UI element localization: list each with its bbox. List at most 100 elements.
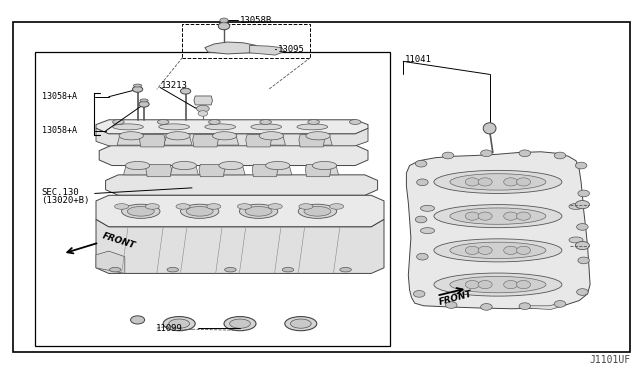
Ellipse shape (224, 317, 256, 331)
Polygon shape (264, 166, 292, 175)
Ellipse shape (220, 18, 228, 23)
Ellipse shape (434, 239, 562, 262)
Ellipse shape (450, 174, 546, 190)
Ellipse shape (113, 120, 124, 124)
Ellipse shape (340, 267, 351, 272)
Polygon shape (406, 152, 590, 309)
Ellipse shape (504, 280, 518, 289)
Ellipse shape (186, 206, 213, 216)
Ellipse shape (157, 120, 169, 124)
Ellipse shape (251, 124, 282, 130)
Ellipse shape (268, 204, 282, 209)
Ellipse shape (180, 204, 219, 218)
Ellipse shape (159, 124, 189, 130)
Ellipse shape (145, 204, 159, 209)
Ellipse shape (516, 280, 531, 289)
Bar (182, 24, 310, 58)
Polygon shape (96, 219, 384, 273)
Polygon shape (124, 166, 152, 175)
Ellipse shape (569, 203, 583, 209)
Polygon shape (146, 164, 172, 177)
Ellipse shape (209, 120, 220, 124)
Text: 11099: 11099 (156, 324, 182, 333)
Ellipse shape (417, 253, 428, 260)
Ellipse shape (465, 280, 479, 289)
Ellipse shape (260, 120, 271, 124)
Polygon shape (96, 251, 125, 273)
Ellipse shape (115, 204, 129, 209)
Ellipse shape (312, 161, 337, 170)
Ellipse shape (330, 204, 344, 209)
Polygon shape (217, 166, 245, 175)
Ellipse shape (575, 201, 589, 209)
Ellipse shape (483, 123, 496, 134)
Ellipse shape (417, 179, 428, 186)
Ellipse shape (516, 246, 531, 254)
Polygon shape (310, 166, 339, 175)
Text: 13095: 13095 (278, 45, 305, 54)
Ellipse shape (504, 246, 518, 254)
Bar (13, 22, 630, 352)
Ellipse shape (119, 132, 143, 140)
Ellipse shape (575, 162, 587, 169)
Ellipse shape (481, 304, 492, 310)
Ellipse shape (434, 170, 562, 193)
Ellipse shape (219, 161, 243, 170)
Ellipse shape (207, 204, 221, 209)
Text: FRONT: FRONT (438, 289, 474, 307)
Ellipse shape (478, 246, 492, 254)
Text: 13058B: 13058B (239, 16, 271, 25)
Ellipse shape (125, 161, 150, 170)
Ellipse shape (169, 319, 189, 328)
Ellipse shape (304, 206, 331, 216)
Ellipse shape (212, 132, 237, 140)
Ellipse shape (218, 22, 230, 30)
Polygon shape (250, 45, 285, 55)
Polygon shape (140, 135, 165, 147)
Polygon shape (106, 175, 378, 195)
Ellipse shape (237, 204, 252, 209)
Ellipse shape (131, 316, 145, 324)
Ellipse shape (519, 303, 531, 310)
Ellipse shape (180, 88, 191, 94)
Ellipse shape (291, 319, 311, 328)
Text: FRONT: FRONT (101, 231, 136, 251)
Polygon shape (96, 128, 368, 146)
Ellipse shape (420, 205, 435, 211)
Ellipse shape (132, 86, 143, 92)
Ellipse shape (554, 301, 566, 307)
Text: 13213: 13213 (161, 81, 188, 90)
Ellipse shape (230, 319, 250, 328)
Text: SEC.130: SEC.130 (42, 188, 79, 197)
Ellipse shape (577, 224, 588, 230)
Ellipse shape (127, 206, 154, 216)
Ellipse shape (569, 237, 583, 243)
Ellipse shape (349, 120, 361, 124)
Ellipse shape (297, 124, 328, 130)
Ellipse shape (450, 208, 546, 224)
Ellipse shape (239, 204, 278, 218)
Ellipse shape (282, 267, 294, 272)
Ellipse shape (465, 212, 479, 220)
Polygon shape (194, 96, 212, 105)
Ellipse shape (420, 228, 435, 234)
Ellipse shape (298, 204, 337, 218)
Ellipse shape (434, 273, 562, 296)
Ellipse shape (478, 212, 492, 220)
Ellipse shape (577, 289, 588, 295)
Polygon shape (170, 166, 198, 175)
Ellipse shape (166, 132, 190, 140)
Ellipse shape (478, 178, 492, 186)
Ellipse shape (516, 212, 531, 220)
Ellipse shape (445, 302, 457, 308)
Ellipse shape (575, 241, 589, 250)
Polygon shape (305, 164, 331, 177)
Ellipse shape (478, 280, 492, 289)
Ellipse shape (196, 105, 209, 112)
Ellipse shape (516, 178, 531, 186)
Ellipse shape (167, 267, 179, 272)
Text: J1101UF: J1101UF (589, 355, 630, 365)
Polygon shape (99, 145, 368, 166)
Ellipse shape (225, 267, 236, 272)
Polygon shape (96, 195, 384, 227)
